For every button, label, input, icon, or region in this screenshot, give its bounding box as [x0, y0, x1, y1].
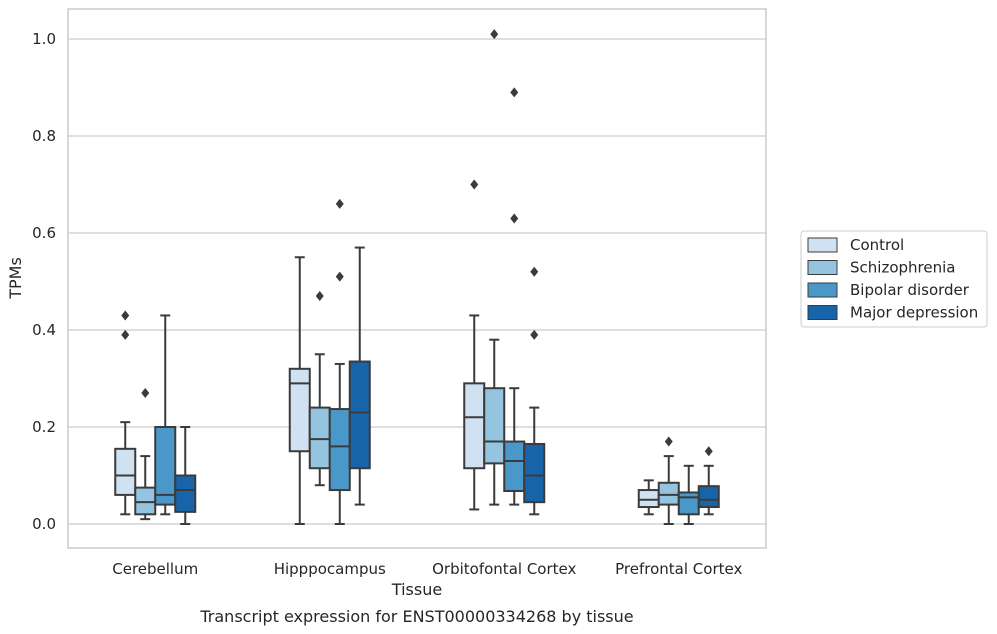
legend-swatch: [807, 282, 838, 298]
box-group: [483, 29, 506, 506]
outlier-point: [470, 179, 479, 190]
legend-swatch: [807, 260, 838, 275]
box-group: [697, 446, 720, 516]
box-group: [523, 266, 546, 516]
box-group: [677, 464, 700, 525]
box-group: [308, 291, 331, 487]
outlier-point: [704, 446, 713, 457]
legend-swatch: [807, 305, 838, 320]
series-control: [114, 179, 660, 525]
outlier-point: [335, 198, 344, 209]
box-group: [463, 179, 486, 511]
box-iqr: [503, 440, 526, 493]
box-series-layer: [114, 29, 720, 525]
outlier-point: [141, 388, 150, 399]
x-tick-label: Cerebellum: [112, 560, 198, 578]
box-group: [503, 87, 526, 506]
box-group: [348, 246, 371, 506]
y-tick-label: 0.4: [32, 321, 56, 339]
outlier-point: [510, 87, 519, 98]
plot-frame: [67, 8, 767, 549]
series-major-depression: [174, 246, 720, 525]
x-axis-label: Tissue: [391, 580, 442, 599]
outlier-point: [490, 29, 499, 40]
outlier-point: [315, 291, 324, 302]
legend-frame: [800, 230, 988, 328]
outlier-point: [530, 266, 539, 277]
y-tick-label: 0.0: [32, 515, 56, 533]
box-iqr: [134, 486, 157, 516]
box-iqr: [288, 367, 311, 453]
x-tick-label: Prefrontal Cortex: [615, 560, 742, 578]
legend-label: Schizophrenia: [850, 259, 955, 277]
legend-label: Bipolar disorder: [850, 281, 970, 299]
series-schizophrenia: [134, 29, 680, 525]
box-group: [114, 310, 137, 516]
box-iqr: [174, 474, 197, 513]
legend-label: Control: [850, 236, 904, 254]
box-iqr: [328, 408, 351, 492]
box-group: [174, 426, 197, 525]
box-group: [154, 314, 177, 516]
y-tick-label: 0.8: [32, 127, 56, 145]
outlier-point: [510, 213, 519, 224]
outlier-point: [664, 436, 673, 447]
outlier-point: [121, 310, 130, 321]
x-tick-labels: Cerebellum Hipppocampus Orbitofontal Corte…: [112, 560, 742, 578]
chart-caption: Transcript expression for ENST0000033426…: [199, 607, 633, 626]
box-iqr: [697, 485, 720, 509]
y-axis-label: TPMs: [6, 257, 25, 300]
box-group: [288, 256, 311, 525]
legend: Control Schizophrenia Bipolar disorder Majo…: [800, 230, 988, 328]
x-tick-label: Orbitofontal Cortex: [432, 560, 576, 578]
box-group: [637, 479, 660, 516]
outlier-point: [335, 271, 344, 282]
box-group: [657, 436, 680, 525]
outlier-point: [530, 329, 539, 340]
box-iqr: [637, 489, 660, 509]
legend-label: Major depression: [850, 304, 978, 322]
box-iqr: [463, 382, 486, 470]
legend-swatch: [807, 237, 838, 253]
y-tick-label: 0.2: [32, 418, 56, 436]
x-tick-label: Hipppocampus: [274, 560, 386, 578]
y-tick-label: 0.6: [32, 224, 56, 242]
box-iqr: [114, 447, 137, 496]
box-iqr: [677, 491, 700, 516]
box-iqr: [483, 387, 506, 465]
y-tick-label: 1.0: [32, 30, 56, 48]
y-tick-labels: 0.0 0.2 0.4 0.6 0.8 1.0: [32, 30, 56, 533]
box-group: [328, 198, 351, 525]
box-iqr: [348, 360, 371, 470]
series-bipolar-disorder: [154, 87, 700, 525]
box-iqr: [523, 442, 546, 504]
legend-items: Control Schizophrenia Bipolar disorder Majo…: [807, 236, 978, 322]
box-iqr: [154, 426, 177, 506]
outlier-point: [121, 329, 130, 340]
box-iqr: [657, 481, 680, 506]
box-iqr: [308, 406, 331, 470]
box-group: [134, 388, 157, 521]
